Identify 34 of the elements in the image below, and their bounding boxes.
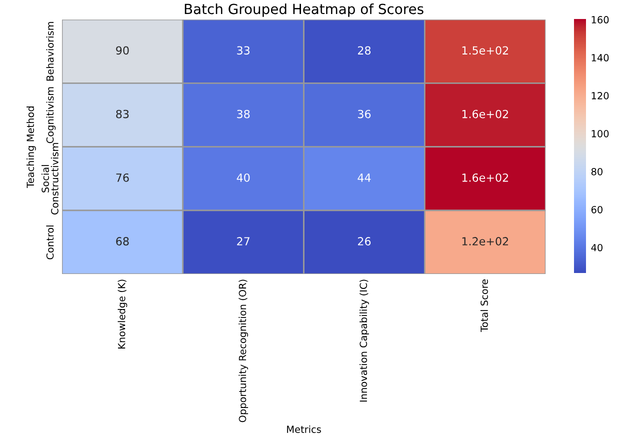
data-label: 27 xyxy=(237,237,250,246)
data-label: 36 xyxy=(358,110,371,118)
data-label: 33 xyxy=(237,46,250,55)
data-label: 38 xyxy=(237,110,250,118)
data-label: 83 xyxy=(116,110,129,118)
y-tick-label: Behaviorism xyxy=(46,22,54,81)
data-label: 1.6e+02 xyxy=(462,173,508,182)
color-bar-label: 120 xyxy=(592,92,609,100)
data-label: 28 xyxy=(358,46,371,55)
data-label: 90 xyxy=(116,46,129,55)
chart-title: Batch Grouped Heatmap of Scores xyxy=(184,3,424,17)
x-tick-label: Knowledge (K) xyxy=(118,280,128,348)
color-bar-label: 160 xyxy=(592,16,609,24)
x-axis-title: Metrics xyxy=(287,425,321,433)
color-bar-label: 40 xyxy=(591,244,602,252)
y-tick-label: Control xyxy=(46,226,54,260)
x-tick-label: Total Score xyxy=(480,279,488,332)
data-label: 76 xyxy=(116,173,129,182)
data-label: 68 xyxy=(116,237,129,246)
color-bar-label: 80 xyxy=(591,168,602,176)
data-label: 1.6e+02 xyxy=(462,110,508,118)
x-tick-label: Opportunity Recognition (OR) xyxy=(238,280,248,422)
data-label: 1.5e+02 xyxy=(462,46,508,55)
data-label: 44 xyxy=(358,174,371,182)
color-bar-label: 100 xyxy=(592,130,609,138)
y-axis-title: Teaching Method xyxy=(26,106,36,188)
x-tick-label: Innovation Capability (IC) xyxy=(360,280,369,402)
y-tick-label: Cognitivism xyxy=(46,87,56,144)
color-bar-label: 60 xyxy=(591,206,602,214)
data-label: 40 xyxy=(236,173,250,182)
y-tick-label: Social Constructivism xyxy=(41,143,58,214)
data-label: 1.2e+02 xyxy=(462,237,508,246)
data-label: 26 xyxy=(358,237,371,246)
color-bar-label: 140 xyxy=(592,54,609,62)
